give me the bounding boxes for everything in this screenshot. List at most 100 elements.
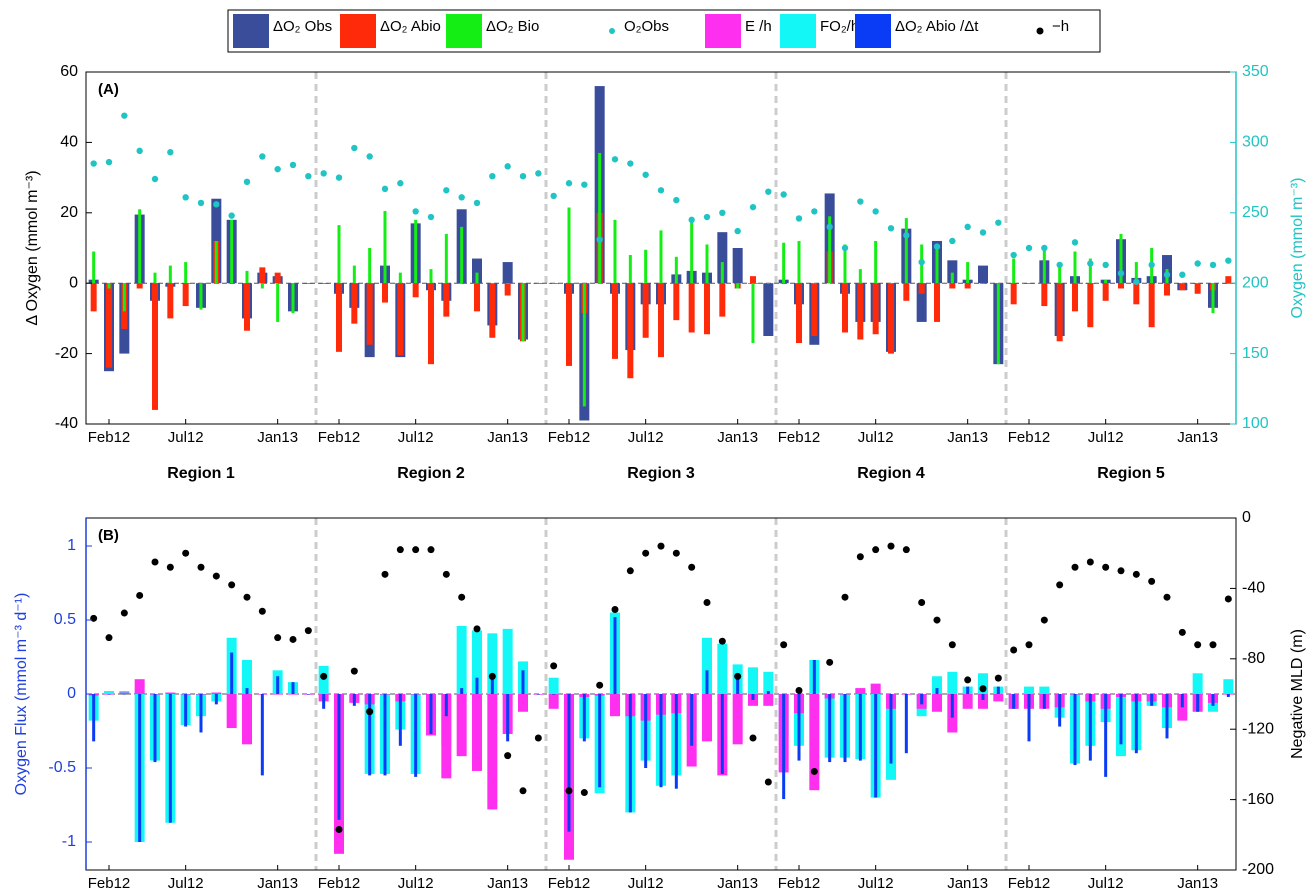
y-tick-label-a: -20 [55,345,78,362]
bar-e-h [962,694,973,709]
point-neg-h [964,676,972,684]
point-o2-obs [1102,261,1109,269]
bar-abio [704,283,710,335]
bar-dabio-dt [720,694,724,774]
bar-bio [1226,283,1230,284]
point-o2-obs [259,153,266,160]
y-tick-label-a: -40 [55,415,78,432]
bar-abio [504,283,511,296]
bar-bio [306,283,310,284]
y2-tick-label-b: -80 [1242,650,1265,667]
y2-tick-label-b: -120 [1242,720,1274,737]
y2-axis-label-b: Negative MLD (m) [1289,629,1306,759]
bar-fo2-h [242,659,252,694]
bar-dabio-dt [858,694,862,761]
bar-bio [950,272,954,284]
bar-dabio-dt [276,676,280,694]
x-tick-label-a: Jul12 [858,429,894,446]
bar-dabio-dt [352,694,356,706]
x-tick-label-a: Feb12 [548,429,591,446]
bar-abio [1118,283,1124,289]
point-o2-obs [1087,260,1094,267]
bar-bio [598,152,602,284]
point-o2-obs [228,212,235,219]
bar-abio [351,283,358,324]
bar-dabio-dt [812,659,816,694]
bar-e-h [134,679,145,694]
point-neg-h [1086,558,1094,566]
point-neg-h [703,598,711,606]
bar-abio [458,283,465,284]
point-neg-h [856,553,864,561]
region-label-2: Region 2 [397,465,465,482]
bar-e-h [226,694,237,729]
legend-item-dO2_bio: ΔO₂ Bio [446,14,539,48]
point-neg-h [243,593,251,601]
point-neg-h [841,593,849,601]
legend-item-e_h: E /h [705,14,772,48]
point-neg-h [350,667,358,675]
bar-dabio-dt [1134,694,1138,754]
point-neg-h [228,581,236,589]
point-neg-h [1010,646,1018,654]
bar-fo2-h [1024,686,1034,694]
legend-swatch-fo2_h [780,14,816,48]
bar-bio [352,265,356,284]
point-neg-h [550,662,558,670]
bar-obs [472,258,482,284]
bar-dabio-dt [1180,694,1184,708]
bar-abio [964,283,971,289]
x-tick-label-a: Jan13 [257,429,298,446]
point-neg-h [1117,567,1125,575]
point-o2-obs [903,232,910,239]
bar-abio [1087,283,1094,328]
point-neg-h [504,752,512,760]
bar-dabio-dt [153,694,157,763]
point-neg-h [795,686,803,694]
bar-dabio-dt [260,694,264,776]
point-o2-obs [1179,271,1186,278]
legend-swatch-dO2_obs [233,14,269,48]
bar-bio [383,211,387,284]
point-o2-obs [458,194,465,201]
bar-fo2-h [1192,673,1203,694]
bar-dabio-dt [1226,694,1230,697]
bar-abio [688,283,695,333]
bar-abio [228,283,235,284]
bar-dabio-dt [751,694,755,700]
bar-obs [732,248,743,284]
bar-dabio-dt [966,686,970,694]
y-axis-label-a: Δ Oxygen (mmol m⁻³) [24,170,41,325]
bar-abio [382,283,388,303]
bar-fo2-h [763,671,774,694]
y2-tick-label-b: 0 [1242,509,1251,526]
bar-bio [628,255,632,284]
y2-tick-label-a: 150 [1242,345,1269,362]
panel-a: -40 -20 0 20 40 60 100 150 200 250 300 350 Δ Oxygen … [24,63,1306,446]
bar-e-h [242,694,252,745]
bar-bio [766,283,770,284]
legend-item-o2_obs: O₂Obs [609,18,669,35]
y2-tick-label-b: -200 [1242,861,1274,878]
bar-dabio-dt [1073,694,1077,766]
y-tick-label-b: -1 [62,833,76,850]
point-neg-h [994,674,1002,682]
bar-bio [1012,258,1016,284]
point-neg-h [596,681,604,689]
bar-bio [1058,265,1062,284]
bar-dabio-dt [644,694,648,768]
legend-label-dO2_abio: ΔO₂ Abio [380,18,441,35]
point-o2-obs [182,194,189,201]
bar-bio [429,269,433,284]
legend-label-fo2_h: FO₂/h [820,18,859,35]
legend-swatch-e_h [705,14,741,48]
legend-label-neg_h: −h [1052,18,1069,35]
bar-bio [230,219,234,284]
point-o2-obs [1041,244,1048,252]
point-neg-h [1071,563,1079,571]
bar-bio [444,233,448,284]
point-neg-h [872,546,880,554]
point-o2-obs [642,171,649,178]
bar-abio [167,283,174,319]
point-o2-obs [366,153,373,160]
